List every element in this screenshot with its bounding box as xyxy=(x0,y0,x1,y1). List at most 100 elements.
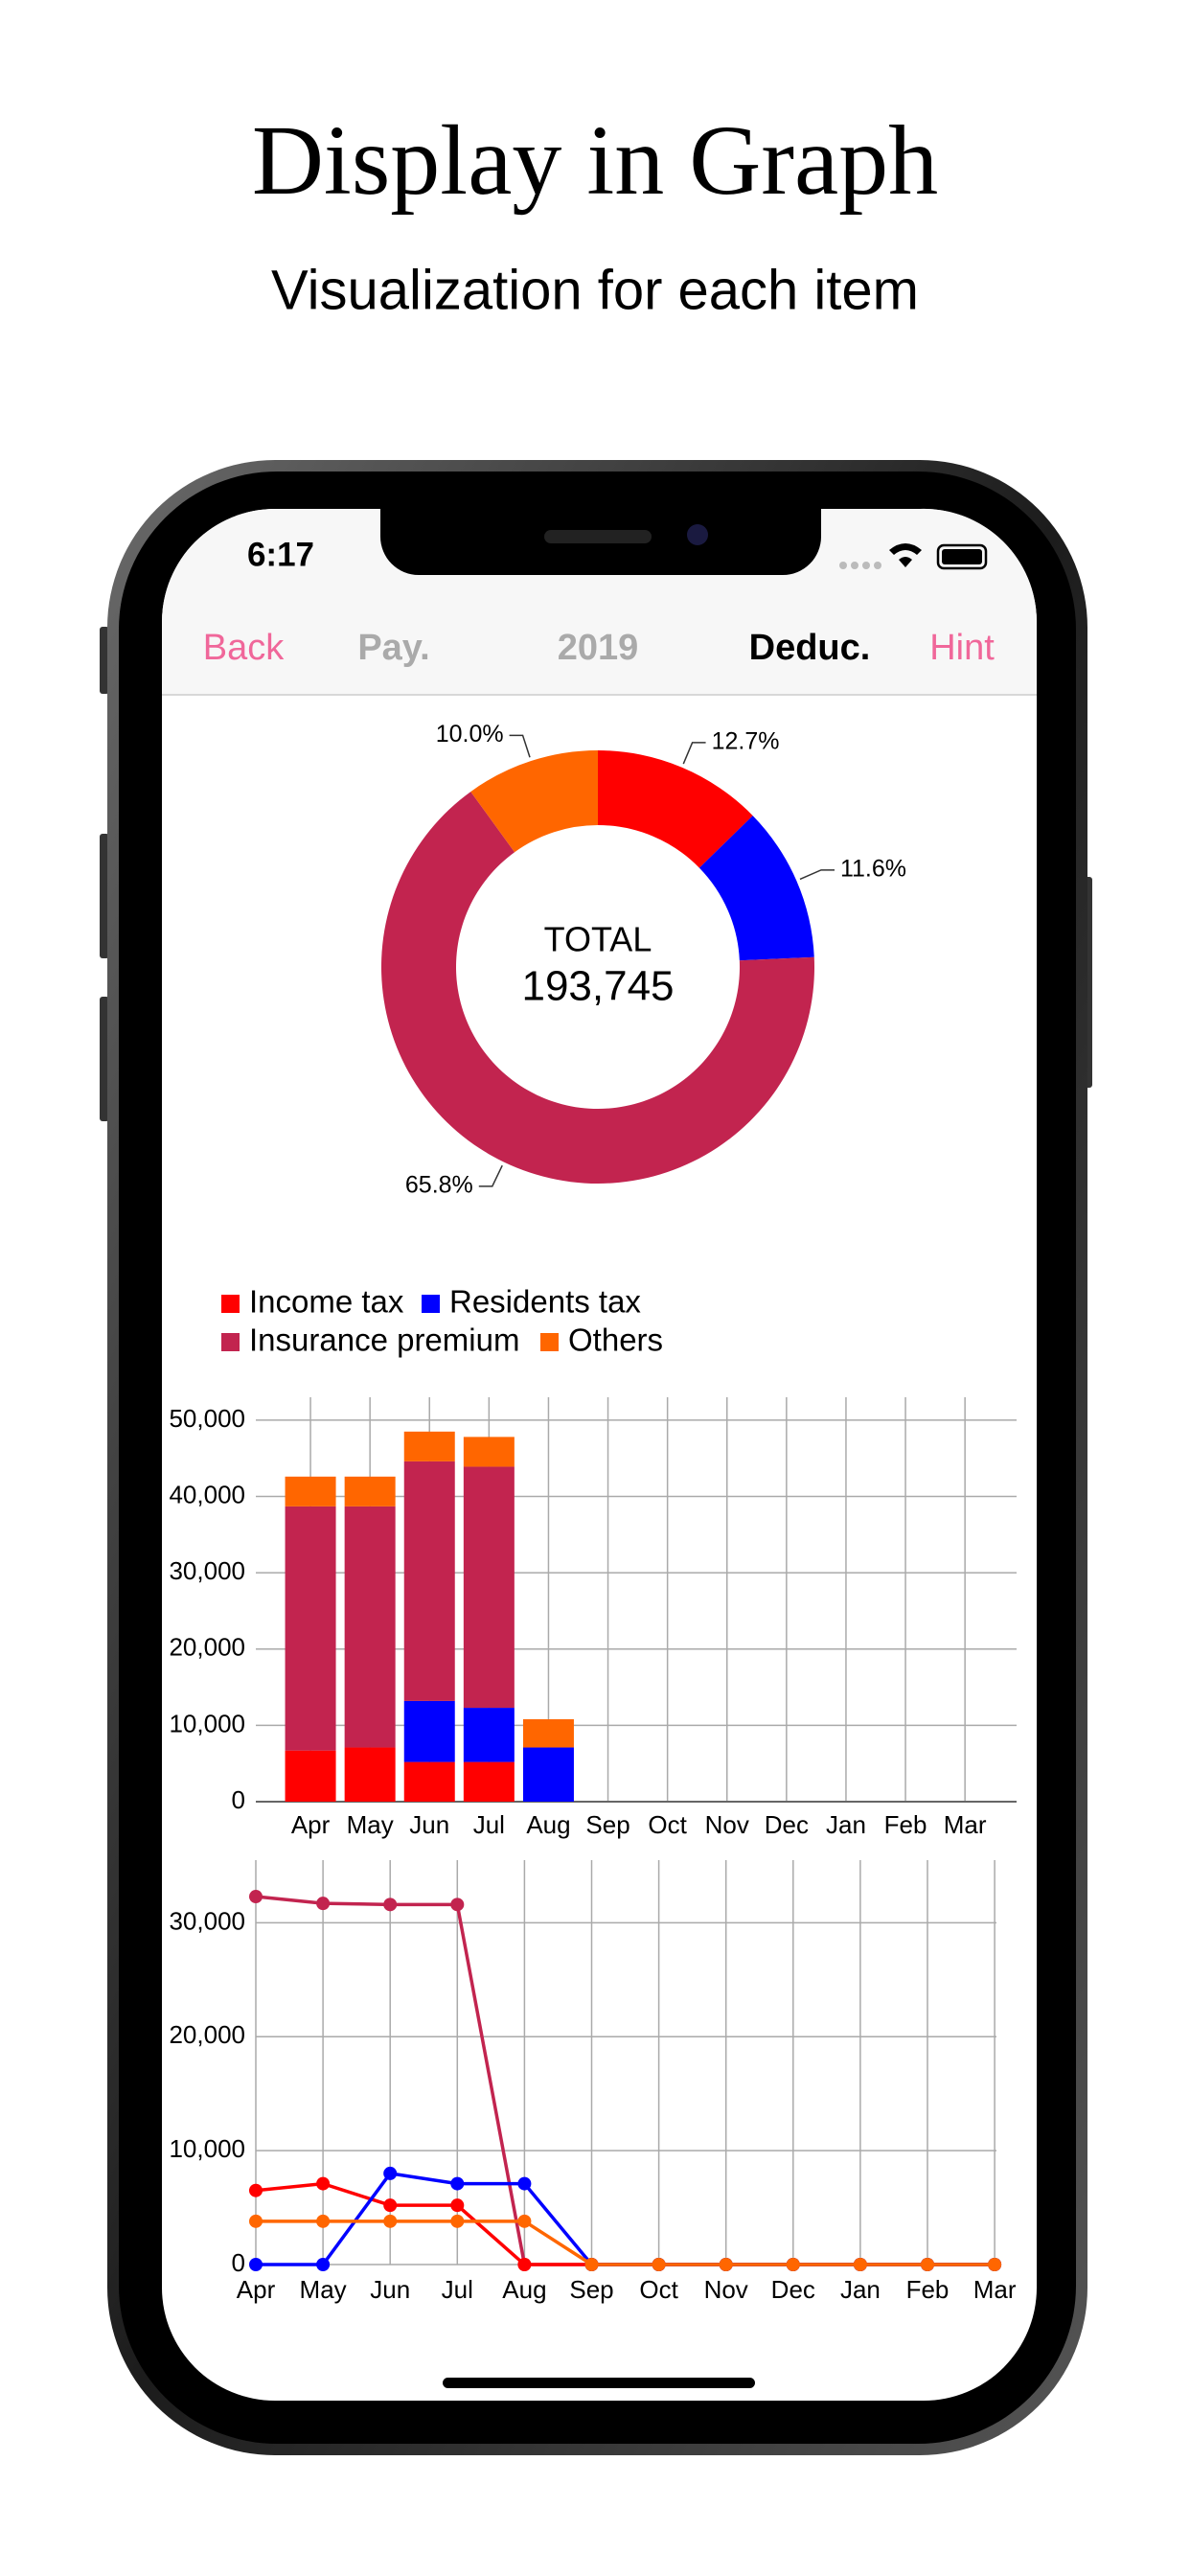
x-tick-label: Jul xyxy=(473,1810,505,1839)
hint-button[interactable]: Hint xyxy=(929,628,995,668)
x-tick-label: Jan xyxy=(826,1810,866,1839)
signal-dot xyxy=(874,562,881,569)
leader-line xyxy=(682,742,706,765)
line-point xyxy=(584,2258,599,2271)
x-tick-label: Jul xyxy=(442,2275,473,2304)
x-tick-label: Jun xyxy=(409,1810,449,1839)
x-tick-label: Aug xyxy=(502,2275,546,2304)
x-tick-label: Aug xyxy=(526,1810,570,1839)
camera xyxy=(687,524,708,545)
x-tick-label: Sep xyxy=(585,1810,629,1839)
y-tick-label: 0 xyxy=(232,1785,245,1814)
side-button xyxy=(100,627,109,694)
line-point xyxy=(652,2258,666,2271)
legend-label: Insurance premium xyxy=(249,1322,519,1358)
pie-slice xyxy=(381,792,815,1184)
bar-segment xyxy=(403,1700,455,1762)
signal-dot xyxy=(851,562,858,569)
x-tick-label: Dec xyxy=(765,1810,809,1839)
pie-value-label: 12.7% xyxy=(712,728,780,755)
line-point xyxy=(383,1898,398,1912)
line-point xyxy=(450,2214,465,2228)
line-series xyxy=(256,2220,995,2266)
line-point xyxy=(786,2258,800,2271)
side-button xyxy=(100,834,109,958)
bar-segment xyxy=(522,1747,574,1802)
nav-background xyxy=(162,508,1037,695)
bar-segment xyxy=(344,1476,396,1506)
leader-line xyxy=(509,734,531,758)
wifi-icon xyxy=(889,543,922,567)
x-tick-label: Oct xyxy=(648,1810,687,1839)
legend-label: Others xyxy=(568,1322,663,1358)
title: Display in Graph xyxy=(252,105,938,216)
line-point xyxy=(249,2183,263,2197)
y-tick-label: 20,000 xyxy=(169,1633,245,1662)
pie-slice xyxy=(470,750,598,853)
x-tick-label: Apr xyxy=(291,1810,331,1839)
bar-segment xyxy=(463,1466,515,1709)
legend-label: Income tax xyxy=(249,1284,404,1320)
bar-segment xyxy=(522,1719,574,1748)
signal-dot xyxy=(862,562,870,569)
x-tick-label: Jan xyxy=(840,2275,881,2304)
pie-value-label: 10.0% xyxy=(436,721,504,748)
speaker xyxy=(544,530,652,543)
status-icons xyxy=(839,543,988,570)
pie-value-label: 65.8% xyxy=(405,1171,473,1198)
battery-level xyxy=(942,549,982,564)
bar-segment xyxy=(344,1747,396,1802)
back-button[interactable]: Back xyxy=(203,628,285,668)
bar-segment xyxy=(463,1437,515,1467)
pie-value-label: 11.6% xyxy=(840,855,906,882)
pie-slice xyxy=(698,816,814,961)
line-point xyxy=(450,2176,465,2191)
line-point xyxy=(383,2214,398,2228)
line-point xyxy=(517,2214,532,2228)
line-point xyxy=(450,1898,465,1912)
center-label: TOTAL xyxy=(544,920,652,959)
x-tick-label: Sep xyxy=(569,2275,613,2304)
x-tick-label: Feb xyxy=(906,2275,950,2304)
line-point xyxy=(988,2258,1002,2271)
nav-tab[interactable]: 2019 xyxy=(558,628,639,668)
x-tick-label: May xyxy=(300,2275,347,2304)
line-point xyxy=(450,2198,465,2213)
x-tick-label: May xyxy=(347,1810,394,1839)
y-tick-label: 40,000 xyxy=(169,1480,245,1508)
legend-label: Residents tax xyxy=(449,1284,641,1320)
nav-tab[interactable]: Pay. xyxy=(357,628,429,668)
line-point xyxy=(517,2176,532,2191)
line-point xyxy=(383,2166,398,2180)
line-point xyxy=(249,2258,263,2271)
side-button xyxy=(100,997,109,1121)
status-time: 6:17 xyxy=(247,536,314,573)
x-tick-label: Apr xyxy=(237,2275,276,2304)
home-indicator xyxy=(443,2378,755,2388)
line-point xyxy=(249,2214,263,2228)
line-point xyxy=(383,2198,398,2213)
y-tick-label: 30,000 xyxy=(169,1556,245,1585)
leader-line xyxy=(478,1164,503,1187)
x-tick-label: Oct xyxy=(639,2275,678,2304)
nav-tab[interactable]: Deduc. xyxy=(749,628,871,668)
legend-swatch xyxy=(221,1295,240,1313)
bar-segment xyxy=(285,1506,336,1751)
line-point xyxy=(921,2258,934,2271)
y-tick-label: 10,000 xyxy=(169,2134,245,2163)
x-tick-label: Nov xyxy=(704,2275,748,2304)
line-point xyxy=(316,2258,331,2271)
line-point xyxy=(719,2258,733,2271)
bar-segment xyxy=(344,1506,396,1748)
bar-segment xyxy=(463,1761,515,1802)
y-tick-label: 30,000 xyxy=(169,1906,245,1935)
legend-swatch xyxy=(221,1333,240,1351)
bar-segment xyxy=(463,1708,515,1762)
x-tick-label: Jun xyxy=(370,2275,410,2304)
y-tick-label: 20,000 xyxy=(169,2020,245,2049)
y-tick-label: 0 xyxy=(232,2248,245,2277)
x-tick-label: Feb xyxy=(884,1810,927,1839)
bar-segment xyxy=(403,1431,455,1461)
pie-slice xyxy=(598,750,753,868)
